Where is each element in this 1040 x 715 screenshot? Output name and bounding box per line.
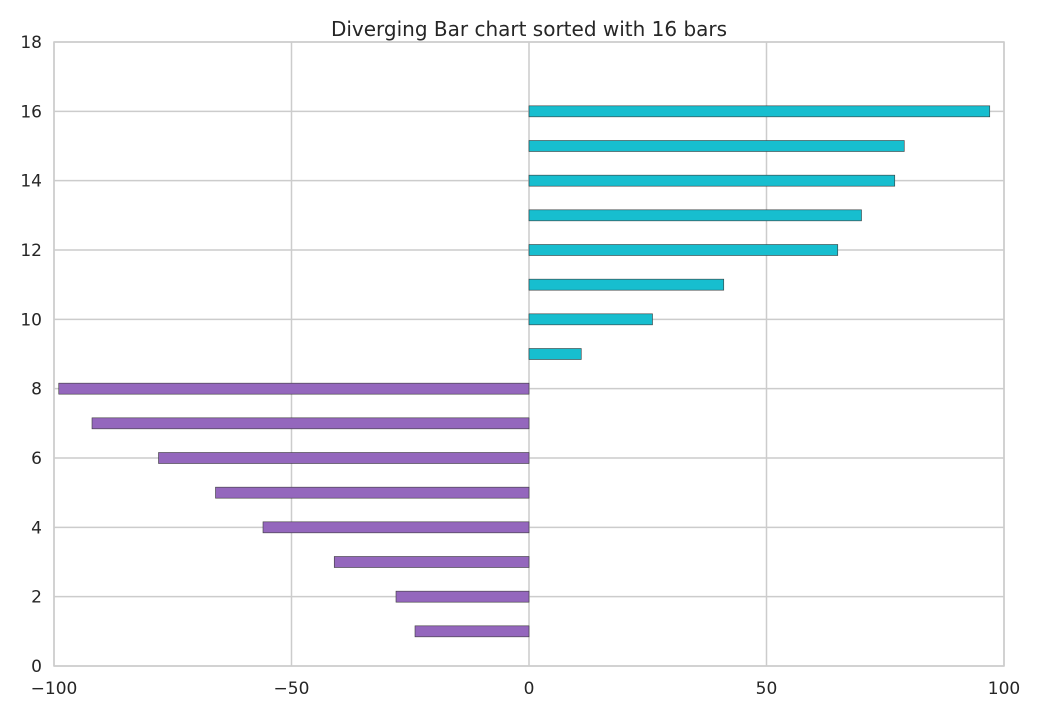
x-axis-ticks: −100 −50 0 50 100 — [31, 679, 1021, 699]
x-tick-label: −50 — [274, 679, 310, 699]
y-tick-label: 10 — [20, 310, 42, 330]
y-tick-label: 8 — [31, 380, 42, 400]
bar-positive — [528, 105, 991, 118]
y-tick-label: 2 — [31, 588, 42, 608]
chart-title: Diverging Bar chart sorted with 16 bars — [331, 17, 727, 41]
x-tick-label: 100 — [988, 679, 1020, 699]
bar-negative — [58, 382, 530, 395]
bar-positive — [528, 313, 653, 326]
bar-positive — [528, 140, 905, 152]
bar-negative — [414, 625, 530, 638]
bar-negative — [215, 486, 530, 499]
bar-negative — [395, 590, 530, 603]
y-tick-label: 6 — [31, 449, 42, 469]
bar-positive — [528, 348, 582, 360]
x-tick-label: −100 — [31, 679, 78, 699]
y-axis-ticks: 0 2 4 6 8 10 12 14 16 18 — [20, 33, 42, 677]
x-tick-label: 0 — [524, 679, 535, 699]
bar-negative — [158, 452, 530, 464]
bar-positive — [528, 278, 725, 291]
bar-negative — [262, 521, 530, 534]
y-tick-label: 12 — [20, 241, 42, 261]
bar-positive — [528, 174, 896, 187]
plot-frame — [53, 41, 1005, 667]
bar-positive — [528, 209, 862, 222]
y-tick-label: 16 — [20, 102, 42, 122]
bar-positive — [528, 244, 839, 256]
y-tick-label: 4 — [31, 518, 42, 538]
bar-negative — [91, 417, 530, 430]
bar-negative — [333, 556, 530, 568]
bars — [58, 105, 991, 638]
x-tick-label: 50 — [756, 679, 778, 699]
y-tick-label: 14 — [20, 172, 42, 192]
y-tick-label: 18 — [20, 33, 42, 53]
y-tick-label: 0 — [31, 657, 42, 677]
